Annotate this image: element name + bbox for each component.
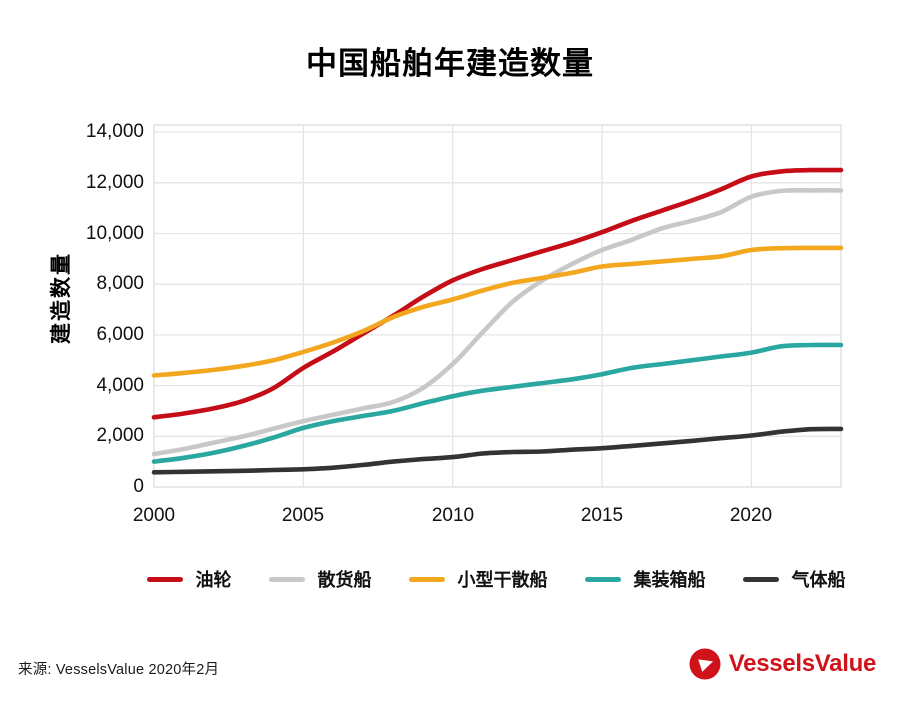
gas-carrier-line: [151, 426, 844, 475]
legend-item-bulk-carrier: 散货船: [268, 566, 372, 592]
legend-swatch-container: [584, 576, 621, 582]
y-tick-label: 6,000: [96, 324, 144, 345]
legend-label-container: 集装箱船: [633, 570, 706, 590]
tanker-line: [151, 167, 844, 420]
legend-swatch-bulk-carrier: [268, 576, 305, 582]
legend-label-gas-carrier: 气体船: [791, 570, 846, 590]
y-tick-label: 0: [133, 476, 144, 497]
y-tick-label: 8,000: [96, 273, 144, 294]
legend-label-tanker: 油轮: [195, 570, 232, 590]
x-tick-label: 2005: [281, 505, 325, 526]
plot-border: [153, 124, 842, 488]
x-tick-label: 2020: [729, 505, 773, 526]
legend-label-bulk-carrier: 散货船: [317, 570, 372, 590]
vesselsvalue-logo: VesselsValue: [689, 648, 876, 680]
legend-swatch-tanker: [146, 576, 183, 582]
legend-item-gas-carrier: 气体船: [742, 566, 846, 592]
bulk-carrier-line: [151, 188, 844, 457]
vesselsvalue-logo-text: VesselsValue: [728, 650, 877, 677]
x-tick-label: 2010: [431, 505, 475, 526]
x-tick-label: 2000: [132, 505, 176, 526]
legend-item-tanker: 油轮: [146, 566, 232, 592]
chart-title: 中国船舶年建造数量: [306, 46, 594, 81]
y-tick-label: 10,000: [85, 223, 144, 244]
x-tick-label: 2015: [580, 505, 624, 526]
legend-item-small-dry-bulk: 小型干散船: [408, 566, 548, 592]
source-note: 来源: VesselsValue 2020年2月: [18, 662, 220, 678]
y-tick-label: 12,000: [85, 172, 144, 193]
vesselsvalue-logo-icon: [689, 648, 721, 680]
container-line: [151, 342, 844, 464]
legend-swatch-gas-carrier: [742, 576, 779, 582]
y-tick-label: 14,000: [85, 121, 144, 142]
y-tick-label: 2,000: [96, 425, 144, 446]
small-dry-bulk-line: [151, 245, 844, 378]
legend-swatch-small-dry-bulk: [408, 576, 445, 582]
legend-item-container: 集装箱船: [584, 566, 706, 592]
y-tick-label: 4,000: [96, 375, 144, 396]
chart-legend: 油轮 散货船 小型干散船 集装箱船 气体船: [146, 566, 846, 592]
legend-label-small-dry-bulk: 小型干散船: [457, 570, 548, 590]
